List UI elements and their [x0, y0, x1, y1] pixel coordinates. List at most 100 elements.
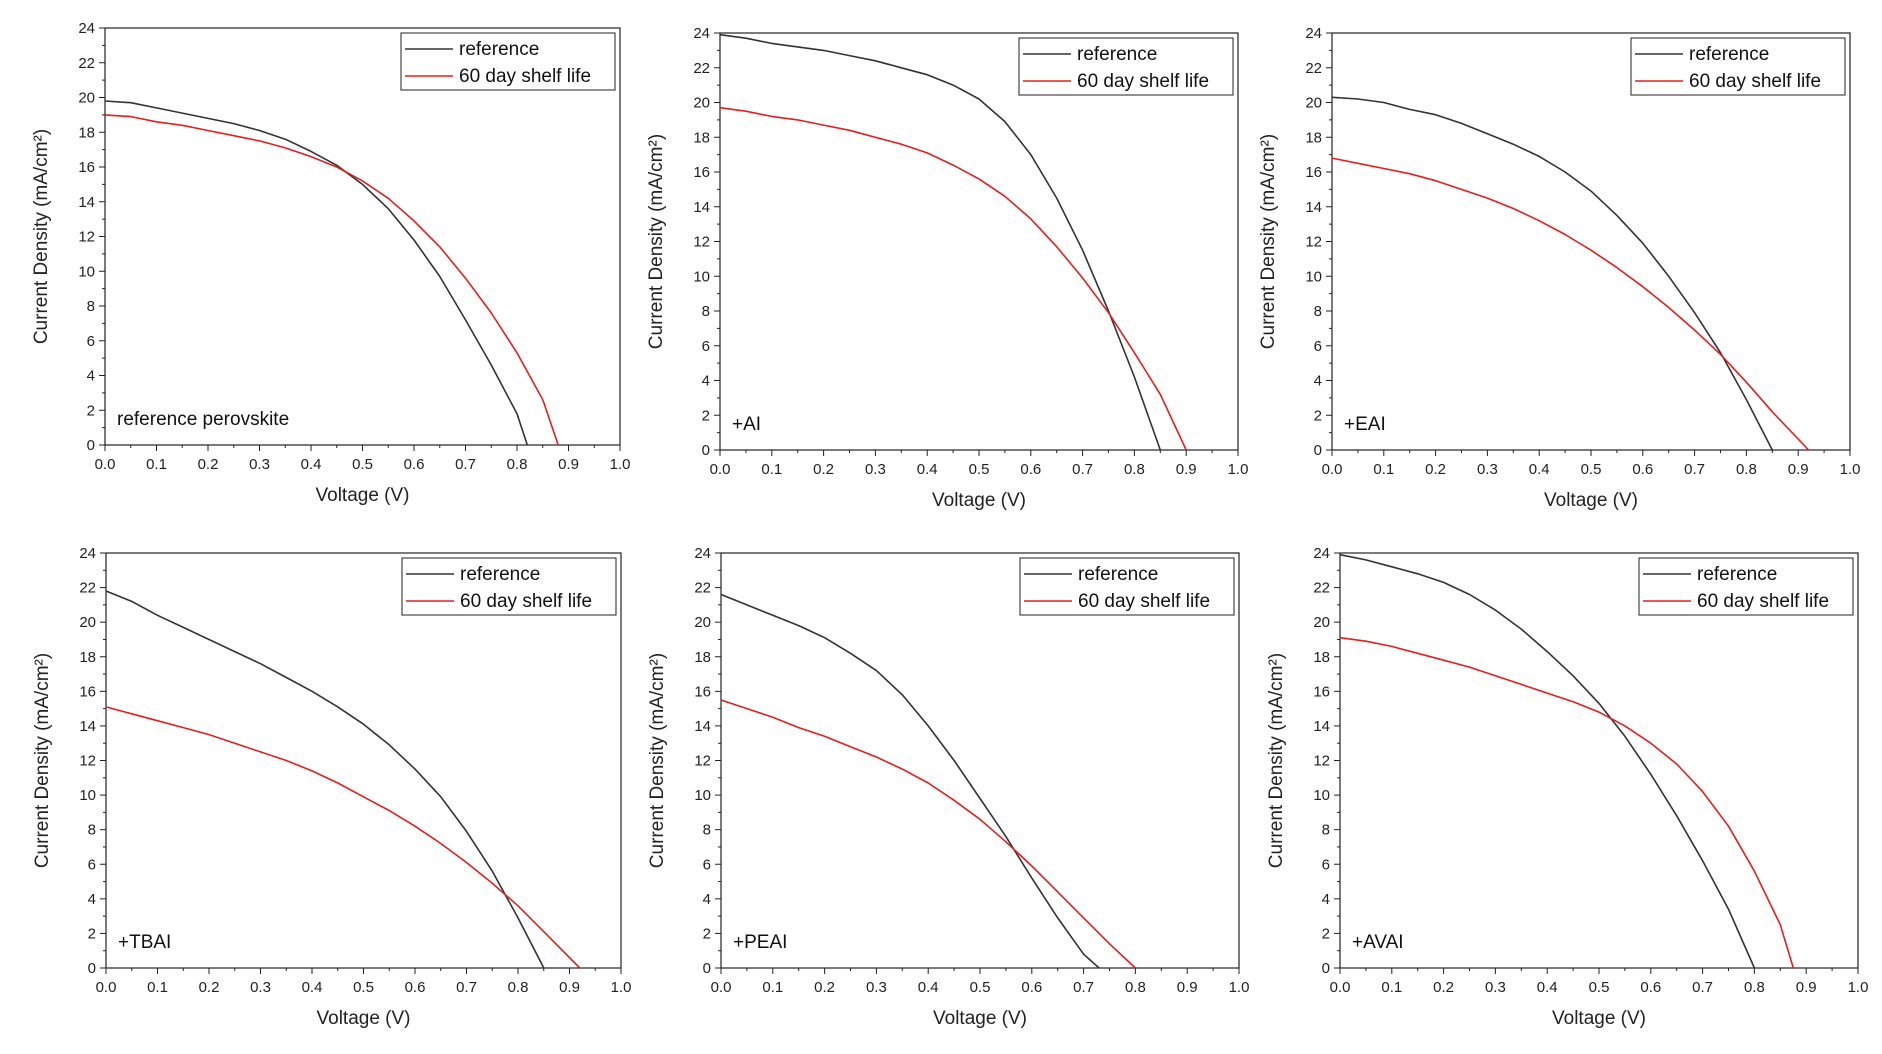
y-tick-label: 24	[694, 545, 711, 562]
x-tick-label: 0.7	[1072, 461, 1093, 478]
x-tick-label: 0.1	[761, 461, 782, 478]
y-tick-label: 8	[87, 298, 95, 315]
y-tick-label: 16	[1313, 683, 1330, 700]
x-tick-label: 0.5	[353, 979, 374, 996]
x-tick-label: 0.5	[1581, 461, 1602, 478]
series-line-reference	[1339, 553, 1756, 969]
x-tick-label: 0.5	[352, 456, 373, 473]
y-tick-label: 12	[693, 234, 710, 251]
y-tick-label: 4	[703, 891, 711, 908]
y-tick-label: 18	[78, 124, 95, 141]
panel-label: +AVAI	[1352, 932, 1404, 953]
x-tick-label: 0.3	[866, 979, 887, 996]
x-tick-label: 1.0	[1229, 979, 1250, 996]
x-tick-label: 1.0	[1848, 979, 1869, 996]
x-tick-label: 0.6	[1640, 979, 1661, 996]
y-tick-label: 8	[1322, 822, 1330, 839]
x-axis-title: Voltage (V)	[1544, 490, 1638, 511]
legend-label-shelf-life: 60 day shelf life	[1689, 71, 1821, 92]
x-tick-label: 0.3	[1485, 979, 1506, 996]
x-tick-label: 0.3	[250, 979, 271, 996]
x-tick-label: 0.6	[405, 979, 426, 996]
x-tick-label: 0.2	[199, 979, 220, 996]
x-tick-label: 0.8	[1744, 979, 1765, 996]
y-tick-label: 14	[694, 718, 711, 735]
y-tick-label: 20	[1313, 614, 1330, 631]
x-tick-label: 0.9	[558, 456, 579, 473]
y-axis-title: Current Density (mA/cm²)	[32, 653, 53, 868]
panel-label: +AI	[732, 414, 761, 435]
x-tick-label: 0.7	[456, 979, 477, 996]
series-line-shelf-life	[105, 706, 581, 969]
series-line-shelf-life	[1331, 157, 1810, 451]
x-tick-label: 0.6	[1020, 461, 1041, 478]
legend-label-shelf-life: 60 day shelf life	[1077, 71, 1209, 92]
x-tick-label: 0.1	[1373, 461, 1394, 478]
y-tick-label: 12	[78, 229, 95, 246]
y-tick-label: 20	[1305, 95, 1322, 112]
y-tick-label: 4	[1322, 891, 1330, 908]
y-tick-label: 8	[702, 303, 710, 320]
legend-label-shelf-life: 60 day shelf life	[1078, 591, 1210, 612]
y-tick-label: 2	[1314, 407, 1322, 424]
y-tick-label: 2	[702, 407, 710, 424]
y-tick-label: 14	[693, 199, 710, 216]
y-tick-label: 18	[79, 649, 96, 666]
x-tick-label: 0.9	[1176, 461, 1197, 478]
y-tick-label: 16	[694, 683, 711, 700]
y-tick-label: 6	[703, 856, 711, 873]
x-tick-label: 0.9	[1788, 461, 1809, 478]
x-tick-label: 0.9	[559, 979, 580, 996]
x-tick-label: 1.0	[611, 979, 632, 996]
x-tick-label: 0.4	[918, 979, 939, 996]
x-tick-label: 0.4	[1537, 979, 1558, 996]
x-tick-label: 0.5	[970, 979, 991, 996]
x-tick-label: 0.8	[508, 979, 529, 996]
x-tick-label: 0.0	[710, 461, 731, 478]
x-axis-title: Voltage (V)	[933, 1008, 1027, 1029]
series-line-reference	[719, 33, 1162, 451]
y-tick-label: 12	[694, 753, 711, 770]
y-tick-label: 6	[702, 338, 710, 355]
panel-label: +PEAI	[733, 932, 787, 953]
plot-frame	[104, 27, 621, 446]
y-tick-label: 2	[88, 925, 96, 942]
y-tick-label: 0	[1322, 960, 1330, 977]
y-tick-label: 6	[1322, 856, 1330, 873]
y-tick-label: 20	[693, 95, 710, 112]
y-tick-label: 14	[1313, 718, 1330, 735]
x-tick-label: 0.8	[507, 456, 528, 473]
x-tick-label: 0.6	[1632, 461, 1653, 478]
x-tick-label: 0.5	[1589, 979, 1610, 996]
y-axis-title: Current Density (mA/cm²)	[646, 134, 667, 349]
x-tick-label: 0.3	[249, 456, 270, 473]
y-tick-label: 16	[78, 159, 95, 176]
y-tick-label: 10	[1305, 268, 1322, 285]
y-tick-label: 8	[88, 822, 96, 839]
panel-label: +TBAI	[118, 932, 171, 953]
legend-box	[401, 557, 617, 616]
x-tick-label: 0.4	[302, 979, 323, 996]
x-tick-label: 0.5	[969, 461, 990, 478]
legend-label-shelf-life: 60 day shelf life	[460, 591, 592, 612]
x-tick-label: 0.1	[147, 979, 168, 996]
plot-frame	[719, 32, 1239, 451]
x-tick-label: 0.2	[1433, 979, 1454, 996]
y-tick-label: 16	[1305, 164, 1322, 181]
y-tick-label: 14	[78, 194, 95, 211]
x-tick-label: 0.7	[455, 456, 476, 473]
legend-box	[1018, 37, 1234, 96]
y-axis-title: Current Density (mA/cm²)	[31, 129, 52, 344]
y-tick-label: 0	[1314, 442, 1322, 459]
y-tick-label: 0	[702, 442, 710, 459]
y-tick-label: 0	[87, 437, 95, 454]
series-line-reference	[104, 100, 529, 446]
x-tick-label: 0.8	[1125, 979, 1146, 996]
legend-box	[1630, 37, 1846, 96]
x-tick-label: 0.3	[1477, 461, 1498, 478]
x-tick-label: 0.2	[814, 979, 835, 996]
legend-label-shelf-life: 60 day shelf life	[1697, 591, 1829, 612]
